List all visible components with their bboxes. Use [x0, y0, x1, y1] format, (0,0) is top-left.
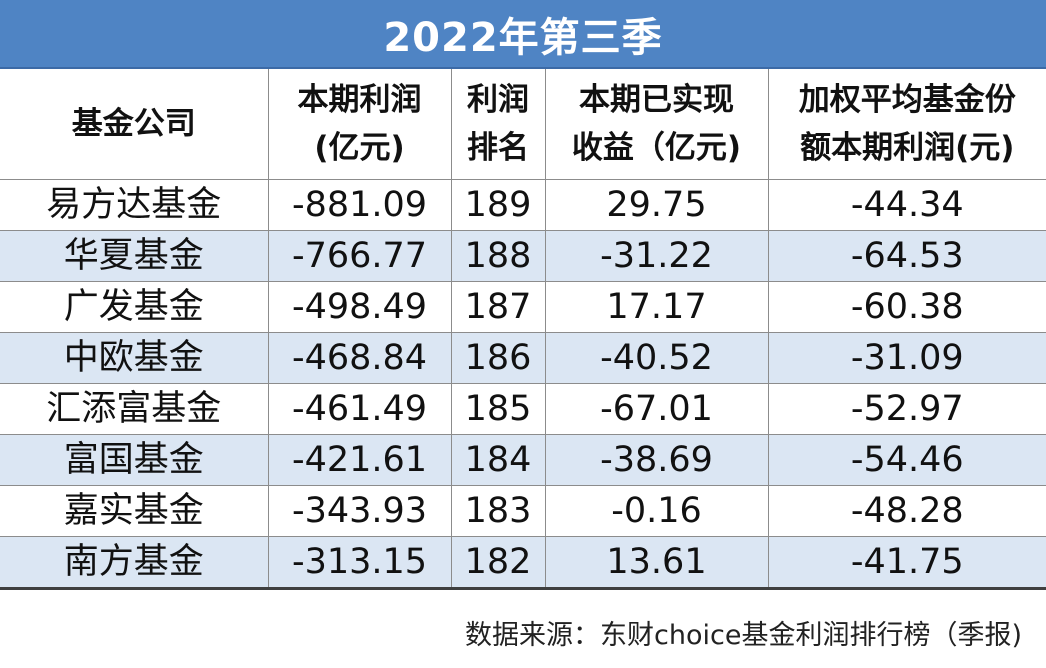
cell-fund-company: 华夏基金: [0, 230, 269, 282]
cell-fund-company: 南方基金: [0, 536, 269, 590]
table-row: 中欧基金 -468.84 186 -40.52 -31.09: [0, 332, 1046, 384]
cell-realized-income: -31.22: [544, 230, 769, 282]
header-period-profit: 本期利润 (亿元): [267, 69, 452, 180]
cell-profit-rank: 186: [450, 332, 546, 384]
table-row: 南方基金 -313.15 182 13.61 -41.75: [0, 536, 1046, 590]
cell-fund-company: 中欧基金: [0, 332, 269, 384]
cell-period-profit: -881.09: [267, 179, 452, 231]
table-row: 嘉实基金 -343.93 183 -0.16 -48.28: [0, 485, 1046, 537]
cell-realized-income: -0.16: [544, 485, 769, 537]
cell-fund-company: 广发基金: [0, 281, 269, 333]
cell-fund-company: 汇添富基金: [0, 383, 269, 435]
cell-period-profit: -766.77: [267, 230, 452, 282]
header-row: 基金公司 本期利润 (亿元) 利润 排名 本期已实现 收益（亿元) 加权平均基金…: [0, 69, 1046, 180]
cell-profit-rank: 188: [450, 230, 546, 282]
cell-weighted-profit: -60.38: [767, 281, 1046, 333]
cell-fund-company: 富国基金: [0, 434, 269, 486]
header-realized-income: 本期已实现 收益（亿元): [544, 69, 769, 180]
header-fund-company: 基金公司: [0, 69, 269, 180]
cell-weighted-profit: -48.28: [767, 485, 1046, 537]
cell-profit-rank: 184: [450, 434, 546, 486]
cell-weighted-profit: -44.34: [767, 179, 1046, 231]
table-title: 2022年第三季: [0, 0, 1046, 69]
table-row: 华夏基金 -766.77 188 -31.22 -64.53: [0, 230, 1046, 282]
cell-weighted-profit: -52.97: [767, 383, 1046, 435]
cell-fund-company: 易方达基金: [0, 179, 269, 231]
cell-profit-rank: 182: [450, 536, 546, 590]
cell-profit-rank: 187: [450, 281, 546, 333]
cell-weighted-profit: -54.46: [767, 434, 1046, 486]
cell-period-profit: -343.93: [267, 485, 452, 537]
cell-realized-income: 17.17: [544, 281, 769, 333]
cell-realized-income: 13.61: [544, 536, 769, 590]
cell-profit-rank: 183: [450, 485, 546, 537]
cell-period-profit: -498.49: [267, 281, 452, 333]
cell-profit-rank: 185: [450, 383, 546, 435]
cell-profit-rank: 189: [450, 179, 546, 231]
fund-profit-table: 2022年第三季 基金公司 本期利润 (亿元) 利润 排名 本期已实现: [0, 0, 1046, 590]
cell-weighted-profit: -41.75: [767, 536, 1046, 590]
table-row: 易方达基金 -881.09 189 29.75 -44.34: [0, 179, 1046, 231]
cell-weighted-profit: -64.53: [767, 230, 1046, 282]
table-row: 富国基金 -421.61 184 -38.69 -54.46: [0, 434, 1046, 486]
cell-realized-income: -38.69: [544, 434, 769, 486]
header-profit-rank: 利润 排名: [450, 69, 546, 180]
cell-period-profit: -313.15: [267, 536, 452, 590]
cell-period-profit: -468.84: [267, 332, 452, 384]
cell-realized-income: -40.52: [544, 332, 769, 384]
cell-period-profit: -461.49: [267, 383, 452, 435]
cell-weighted-profit: -31.09: [767, 332, 1046, 384]
cell-fund-company: 嘉实基金: [0, 485, 269, 537]
source-note: 数据来源：东财choice基金利润排行榜（季报): [465, 619, 1022, 651]
cell-realized-income: 29.75: [544, 179, 769, 231]
table-row: 汇添富基金 -461.49 185 -67.01 -52.97: [0, 383, 1046, 435]
cell-period-profit: -421.61: [267, 434, 452, 486]
cell-realized-income: -67.01: [544, 383, 769, 435]
table-row: 广发基金 -498.49 187 17.17 -60.38: [0, 281, 1046, 333]
header-weighted-profit: 加权平均基金份 额本期利润(元): [767, 69, 1046, 180]
data-table: 基金公司 本期利润 (亿元) 利润 排名 本期已实现 收益（亿元) 加权平均基金…: [0, 69, 1046, 590]
